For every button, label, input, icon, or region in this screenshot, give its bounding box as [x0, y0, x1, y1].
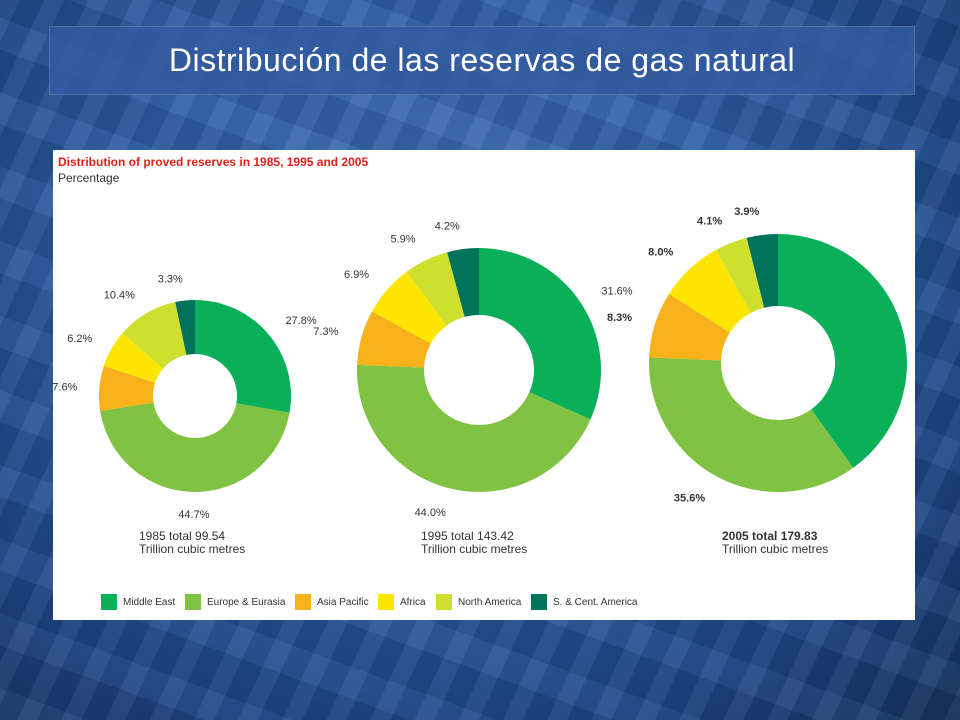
legend-label-africa: Africa	[400, 596, 426, 608]
donut-1985-slice-s-cent-america	[175, 300, 195, 355]
donut-1985-slice-europe-eurasia	[100, 402, 290, 492]
donut-2005-slice-s-cent-america	[746, 234, 778, 308]
legend-item-africa: Africa	[378, 592, 426, 612]
total-1995-line2: Trillion cubic metres	[421, 542, 528, 556]
total-1995: 1995 total 143.42 Trillion cubic metres	[421, 530, 527, 556]
legend-label-asia-pacific: Asia Pacific	[317, 596, 369, 608]
donut-1985-label-middle-east: 27.8%	[285, 315, 316, 327]
donut-2005-slice-africa	[669, 249, 751, 333]
legend-item-middle-east: Middle East	[101, 592, 175, 612]
donut-1985-label-s-cent-america: 3.3%	[158, 274, 183, 286]
legend-label-s-cent-america: S. & Cent. America	[553, 596, 638, 608]
legend-swatch-middle-east	[101, 594, 117, 610]
donut-1985-slice-north-america	[122, 302, 187, 369]
legend-swatch-s-cent-america	[531, 594, 547, 610]
total-1995-line1: 1995 total 143.42	[421, 529, 514, 543]
donut-1995-label-africa: 6.9%	[344, 269, 369, 281]
legend-swatch-africa	[378, 594, 394, 610]
donut-1995-label-north-america: 5.9%	[390, 234, 415, 246]
donut-2005-label-north-america: 4.1%	[697, 216, 722, 228]
legend-item-asia-pacific: Asia Pacific	[295, 592, 369, 612]
donut-1985-slice-middle-east	[195, 300, 291, 413]
legend-item-europe-eurasia: Europe & Eurasia	[185, 592, 285, 612]
chart-title: Distribution of proved reserves in 1985,…	[58, 155, 369, 169]
legend-label-middle-east: Middle East	[123, 596, 176, 608]
chart-panel: Distribution of proved reserves in 1985,…	[53, 150, 915, 620]
donut-charts: 27.8% 44.7% 7.6% 6.2% 10.4% 3.3% 31.6% 44.0% 7.3…	[53, 206, 907, 521]
donut-1985-label-europe-eurasia: 44.7%	[178, 509, 209, 521]
legend-item-north-america: North America	[436, 592, 521, 612]
total-2005: 2005 total 179.83 Trillion cubic metres	[722, 530, 828, 556]
slide-title-bar: Distribución de las reservas de gas natu…	[49, 26, 915, 95]
legend-swatch-north-america	[436, 594, 452, 610]
donut-2005-slice-middle-east	[778, 234, 907, 468]
total-1985-line1: 1985 total 99.54	[139, 529, 226, 543]
legend-label-europe-eurasia: Europe & Eurasia	[207, 596, 286, 608]
donut-1995-label-asia-pacific: 7.3%	[313, 326, 338, 338]
total-2005-line2: Trillion cubic metres	[722, 542, 829, 556]
donut-1995-slice-middle-east	[479, 248, 602, 420]
donut-1995-slice-europe-eurasia	[356, 364, 591, 493]
donut-2005-label-asia-pacific: 8.3%	[607, 312, 632, 324]
donut-1995-label-s-cent-america: 4.2%	[435, 220, 460, 232]
legend-item-s-cent-america: S. & Cent. America	[531, 592, 637, 612]
donut-1995-slice-africa	[372, 271, 447, 344]
total-2005-line1: 2005 total 179.83	[722, 529, 818, 543]
donut-1985-label-africa: 6.2%	[67, 333, 92, 345]
total-1985: 1985 total 99.54 Trillion cubic metres	[139, 530, 245, 556]
legend-swatch-europe-eurasia	[185, 594, 201, 610]
donut-1995-slice-s-cent-america	[447, 248, 479, 317]
donut-2005-label-europe-eurasia: 35.6%	[674, 493, 705, 505]
donut-1995-slice-asia-pacific	[357, 311, 431, 368]
donut-1995-label-middle-east: 31.6%	[601, 285, 632, 297]
donut-1985-label-asia-pacific: 7.6%	[53, 381, 78, 393]
total-1985-line2: Trillion cubic metres	[139, 542, 246, 556]
legend-swatch-asia-pacific	[295, 594, 311, 610]
donut-2005-slice-asia-pacific	[649, 293, 730, 361]
legend-label-north-america: North America	[458, 596, 522, 608]
donut-2005-label-africa: 8.0%	[648, 246, 673, 258]
donut-1985-label-north-america: 10.4%	[104, 289, 135, 301]
donut-1995-slice-north-america	[406, 252, 465, 326]
donut-1995-label-europe-eurasia: 44.0%	[415, 507, 446, 519]
chart-subtitle: Percentage	[58, 171, 120, 185]
donut-1985-slice-asia-pacific	[99, 365, 156, 412]
donut-2005-label-s-cent-america: 3.9%	[734, 206, 759, 218]
donut-2005-slice-north-america	[715, 237, 765, 314]
donut-2005-slice-europe-eurasia	[649, 357, 854, 493]
slide-title: Distribución de las reservas de gas natu…	[168, 42, 796, 78]
donut-1985-slice-africa	[103, 333, 164, 383]
